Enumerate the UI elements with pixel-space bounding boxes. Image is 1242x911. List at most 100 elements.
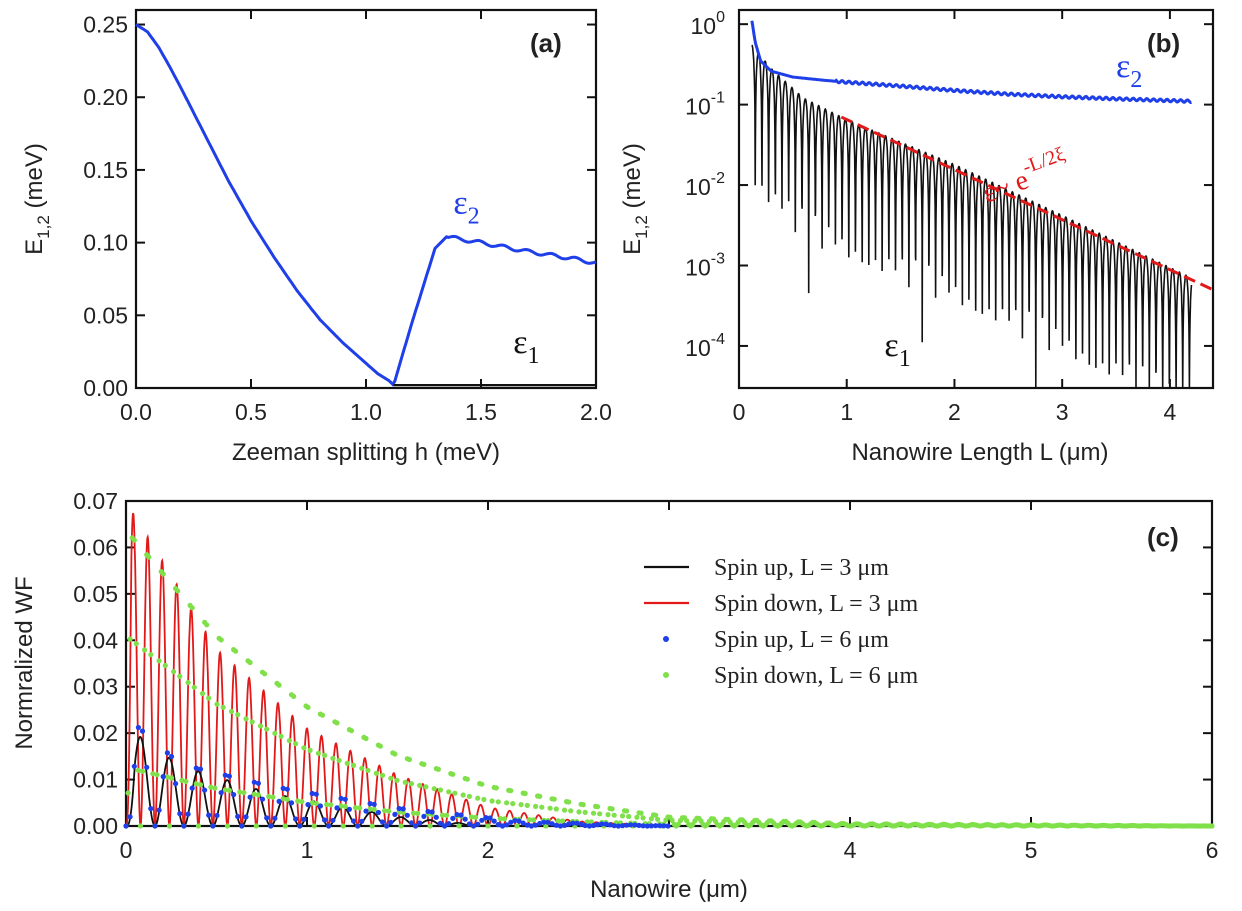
- panel-c-data-point: [301, 745, 307, 751]
- panel-c-data-point: [206, 812, 212, 818]
- panel-c-data-point: [150, 771, 156, 777]
- panel-c-data-point: [154, 772, 160, 778]
- panel-b-y-tick-label: 10-1: [685, 90, 725, 120]
- panel-c-data-point: [388, 819, 394, 825]
- panel-c-data-point: [557, 823, 564, 829]
- panel-c-data-point: [293, 816, 299, 822]
- panel-b-x-ticks: 0 1 2 3 4: [733, 10, 1177, 425]
- panel-c-data-point: [638, 810, 644, 816]
- panel-c-data-point: [481, 796, 487, 803]
- panel-c-data-point: [127, 814, 133, 820]
- panel-c-data-point: [367, 801, 373, 807]
- panel-c-data-point: [278, 733, 284, 740]
- panel-c-data-point: [433, 814, 439, 820]
- panel-c-data-point: [199, 690, 206, 697]
- panel-c-data-point: [599, 821, 605, 827]
- panel-c-data-point: [619, 823, 626, 829]
- panel-c-data-point: [524, 802, 530, 809]
- panel-c-data-point: [404, 812, 410, 818]
- panel-c-y-tick-label: 0.00: [73, 813, 118, 839]
- panel-c-data-point: [148, 652, 154, 658]
- panel-c-data-point: [446, 789, 452, 795]
- panel-c-data-point: [319, 712, 326, 718]
- panel-c-data-point: [363, 735, 369, 742]
- panel-c-data-point: [168, 753, 175, 760]
- panel-c-data-point: [549, 821, 555, 827]
- panel-c-data-point: [417, 820, 423, 826]
- panel-c-data-point: [386, 808, 392, 814]
- panel-c-data-point: [1209, 823, 1215, 829]
- panel-c-data-point: [421, 761, 427, 768]
- panel-b-annotation-sup: -L/2ξ: [1020, 143, 1068, 179]
- panel-a-y-tick-label: 0.00: [83, 375, 128, 401]
- panel-c-data-point: [485, 823, 491, 829]
- panel-b-y-tick-label: 10-3: [685, 250, 725, 280]
- panel-c-data-point: [171, 669, 177, 675]
- panel-c-data-point: [396, 809, 402, 815]
- legend-dot-swatch: [663, 636, 669, 642]
- panel-c-data-point: [431, 786, 437, 792]
- panel-c-data-point: [127, 636, 133, 642]
- panel-c-data-point: [125, 790, 131, 796]
- panel-c-data-point: [334, 720, 340, 726]
- panel-c-data-point: [541, 819, 547, 825]
- panel-c-data-point: [214, 812, 220, 819]
- panel-c-data-point: [276, 682, 282, 688]
- panel-c-data-point: [605, 812, 611, 818]
- panel-c-data-point: [586, 823, 593, 829]
- panel-c-data-point: [342, 803, 348, 810]
- panel-a-x-tick-label: 1.0: [350, 399, 382, 425]
- panel-c-data-point: [508, 788, 514, 794]
- panel-c-data-point: [328, 802, 334, 808]
- panel-c-data-point: [580, 802, 586, 808]
- panel-c-y-tick-label: 0.02: [73, 720, 118, 746]
- panel-c-data-point: [487, 815, 493, 821]
- panel-c-data-point: [417, 782, 423, 789]
- panel-a-annotation: ε1: [513, 324, 539, 369]
- panel-c-data-point: [514, 823, 520, 829]
- panel-c-data-point: [394, 777, 400, 784]
- panel-c-data-point: [350, 762, 357, 769]
- panel-c-x-tick-label: 2: [482, 837, 495, 863]
- panel-c-data-point: [241, 790, 247, 796]
- panel-c-data-point: [139, 768, 146, 774]
- panel-c-data-point: [504, 800, 510, 806]
- panel-c-data-point: [247, 659, 253, 666]
- panel-c-data-point: [208, 784, 214, 790]
- panel-c-data-point: [528, 823, 535, 829]
- panel-c-x-tick-label: 1: [301, 837, 314, 863]
- panel-c-data-point: [291, 693, 297, 700]
- panel-c-series-dots: [123, 535, 1215, 829]
- panel-c-data-point: [166, 823, 172, 829]
- panel-c-data-point: [582, 822, 588, 829]
- panel-a-ylabel-rest: (meV): [21, 143, 48, 215]
- legend-dot-swatch: [663, 672, 669, 678]
- panel-a-epsilon2-curve: [135, 23, 597, 387]
- panel-c-data-point: [665, 823, 671, 829]
- panel-c-data-point: [197, 766, 204, 772]
- legend-label: Spin up, L = 6 μm: [714, 627, 889, 653]
- panel-c-data-point: [518, 802, 524, 808]
- panel-b-y-tick-exp: -1: [711, 90, 725, 107]
- panel-c-data-point: [553, 822, 559, 828]
- panel-c-data-point: [597, 811, 603, 817]
- panel-c-data-point: [464, 776, 470, 782]
- panel-c-data-point: [609, 806, 615, 812]
- panel-c-data-point: [640, 815, 646, 821]
- panel-c-data-point: [276, 798, 282, 805]
- panel-c-data-point: [456, 823, 462, 829]
- panel-c-y-tick-label: 0.03: [73, 674, 118, 700]
- panel-c-data-point: [570, 820, 576, 826]
- panel-c-data-point: [454, 812, 460, 818]
- panel-c-data-point: [202, 787, 208, 793]
- panel-b-epsilon1-curve: [751, 44, 1193, 389]
- panel-c-data-point: [206, 695, 212, 701]
- panel-c-data-point: [669, 817, 675, 824]
- panel-c-x-tick-label: 5: [1025, 837, 1038, 863]
- panel-c-series-dots: [123, 724, 671, 829]
- panel-c-data-point: [226, 773, 232, 779]
- panel-b-frame: [737, 8, 1215, 390]
- panel-c-data-point: [545, 819, 551, 825]
- panel-c-data-point: [429, 809, 435, 815]
